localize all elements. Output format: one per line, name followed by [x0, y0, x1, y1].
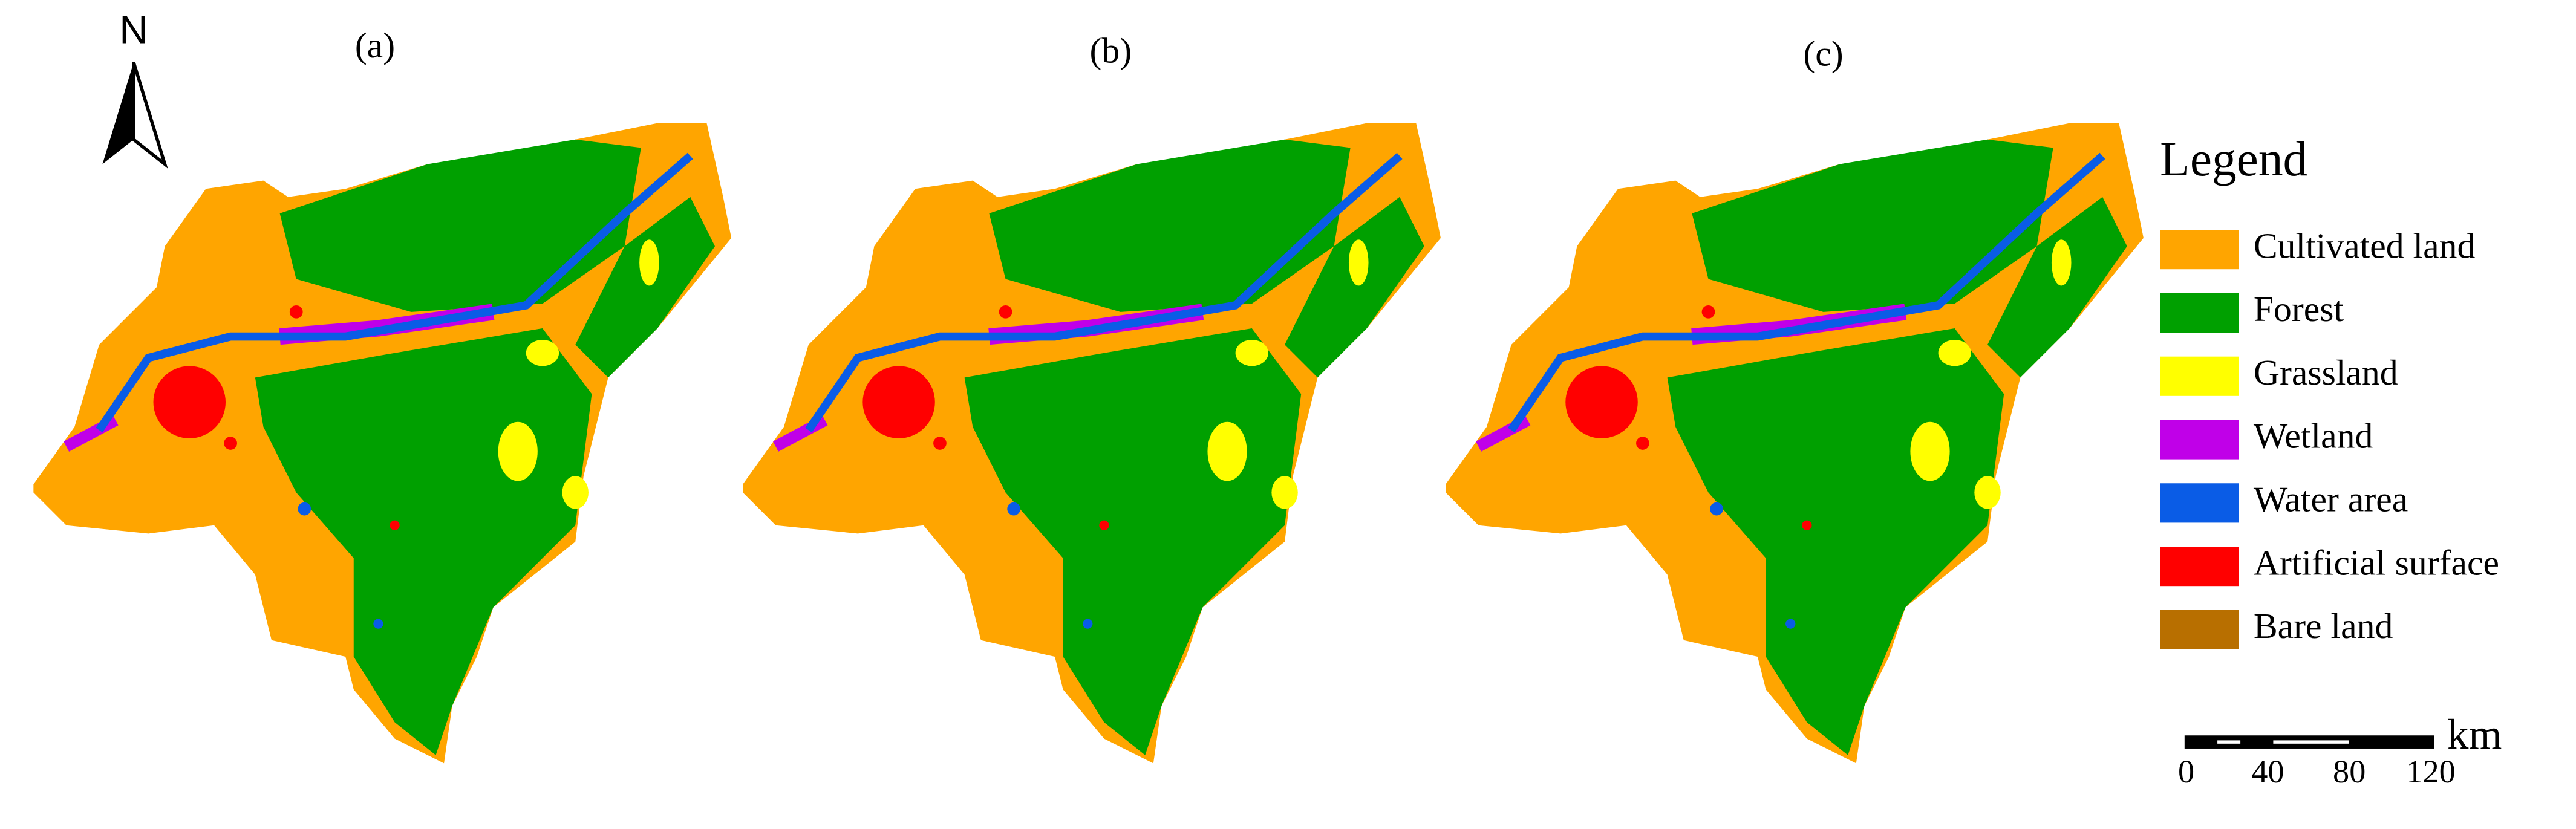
- map-b: [743, 123, 1441, 764]
- scale-bar-segment: [2217, 740, 2241, 744]
- legend-label: Water area: [2254, 480, 2408, 519]
- legend-label: Grassland: [2254, 353, 2398, 392]
- legend-label: Wetland: [2254, 416, 2373, 456]
- panel-label: (c): [1803, 34, 1843, 74]
- legend-label: Artificial surface: [2254, 542, 2499, 582]
- legend-swatch: [2160, 356, 2239, 396]
- legend-swatch: [2160, 420, 2239, 460]
- legend-label: Bare land: [2254, 606, 2393, 646]
- legend-swatch: [2160, 483, 2239, 523]
- legend-swatch: [2160, 293, 2239, 333]
- legend-swatch: [2160, 547, 2239, 587]
- panel-label: (b): [1089, 30, 1132, 70]
- legend: Cultivated land Forest Grassland Wetland Wat…: [2160, 226, 2499, 649]
- legend-label: Cultivated land: [2254, 226, 2476, 265]
- scale-unit: km: [2447, 711, 2502, 758]
- scale-tick-label: 40: [2251, 753, 2284, 790]
- legend-swatch: [2160, 610, 2239, 649]
- scale-bar-segment: [2273, 740, 2349, 744]
- legend-swatch: [2160, 230, 2239, 270]
- scale-bar: km 0 40 80 120: [2178, 711, 2502, 790]
- scale-tick-label: 0: [2178, 753, 2194, 790]
- scale-tick-label: 80: [2333, 753, 2366, 790]
- panel-label: (a): [355, 25, 395, 65]
- map-c: [1446, 123, 2144, 764]
- legend-title: Legend: [2160, 131, 2307, 186]
- map-a: [33, 123, 731, 764]
- scale-tick-label: 120: [2406, 753, 2455, 790]
- north-label: N: [119, 8, 148, 52]
- north-arrow-right: [132, 62, 168, 169]
- north-arrow-left: [102, 62, 134, 164]
- legend-label: Forest: [2254, 289, 2344, 329]
